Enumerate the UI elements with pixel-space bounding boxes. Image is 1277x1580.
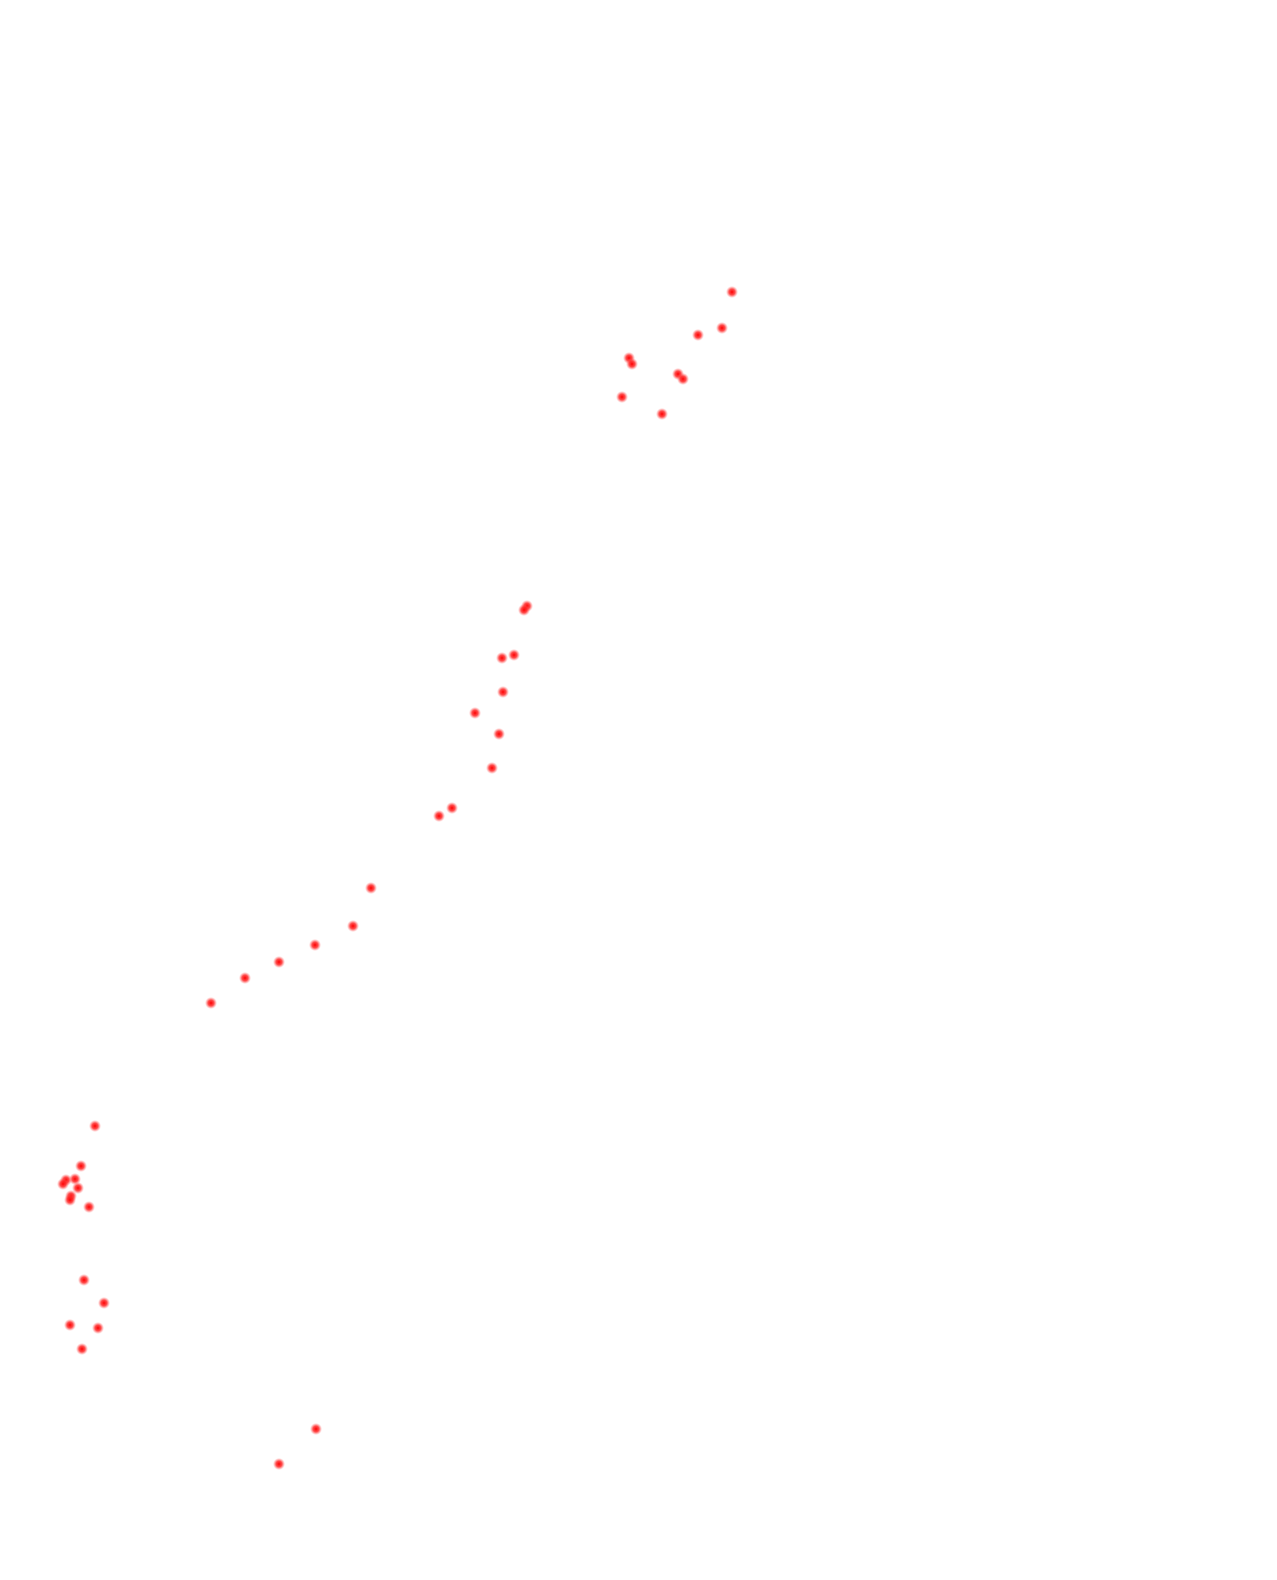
dot: [78, 1274, 90, 1286]
dot: [309, 939, 321, 951]
dot: [57, 1178, 69, 1190]
dot: [726, 286, 738, 298]
dot: [75, 1160, 87, 1172]
dot: [493, 728, 505, 740]
dot: [497, 686, 509, 698]
dot: [310, 1423, 322, 1435]
dot: [205, 997, 217, 1009]
dot: [677, 373, 689, 385]
dot: [98, 1297, 110, 1309]
dot: [273, 1458, 285, 1470]
dot: [64, 1319, 76, 1331]
dot: [347, 920, 359, 932]
dot: [626, 358, 638, 370]
dot: [518, 604, 530, 616]
dot: [496, 652, 508, 664]
dot: [433, 810, 445, 822]
dot: [273, 956, 285, 968]
dot: [92, 1322, 104, 1334]
dot: [239, 972, 251, 984]
dot: [656, 408, 668, 420]
dot: [89, 1120, 101, 1132]
dot: [692, 329, 704, 341]
dot: [508, 649, 520, 661]
dot: [616, 391, 628, 403]
dot: [365, 882, 377, 894]
dot: [486, 762, 498, 774]
dots: [57, 286, 738, 1470]
dot: [76, 1343, 88, 1355]
dot: [72, 1182, 84, 1194]
dot: [446, 802, 458, 814]
dot: [469, 707, 481, 719]
dot: [64, 1194, 76, 1206]
dot: [716, 322, 728, 334]
dot: [83, 1201, 95, 1213]
